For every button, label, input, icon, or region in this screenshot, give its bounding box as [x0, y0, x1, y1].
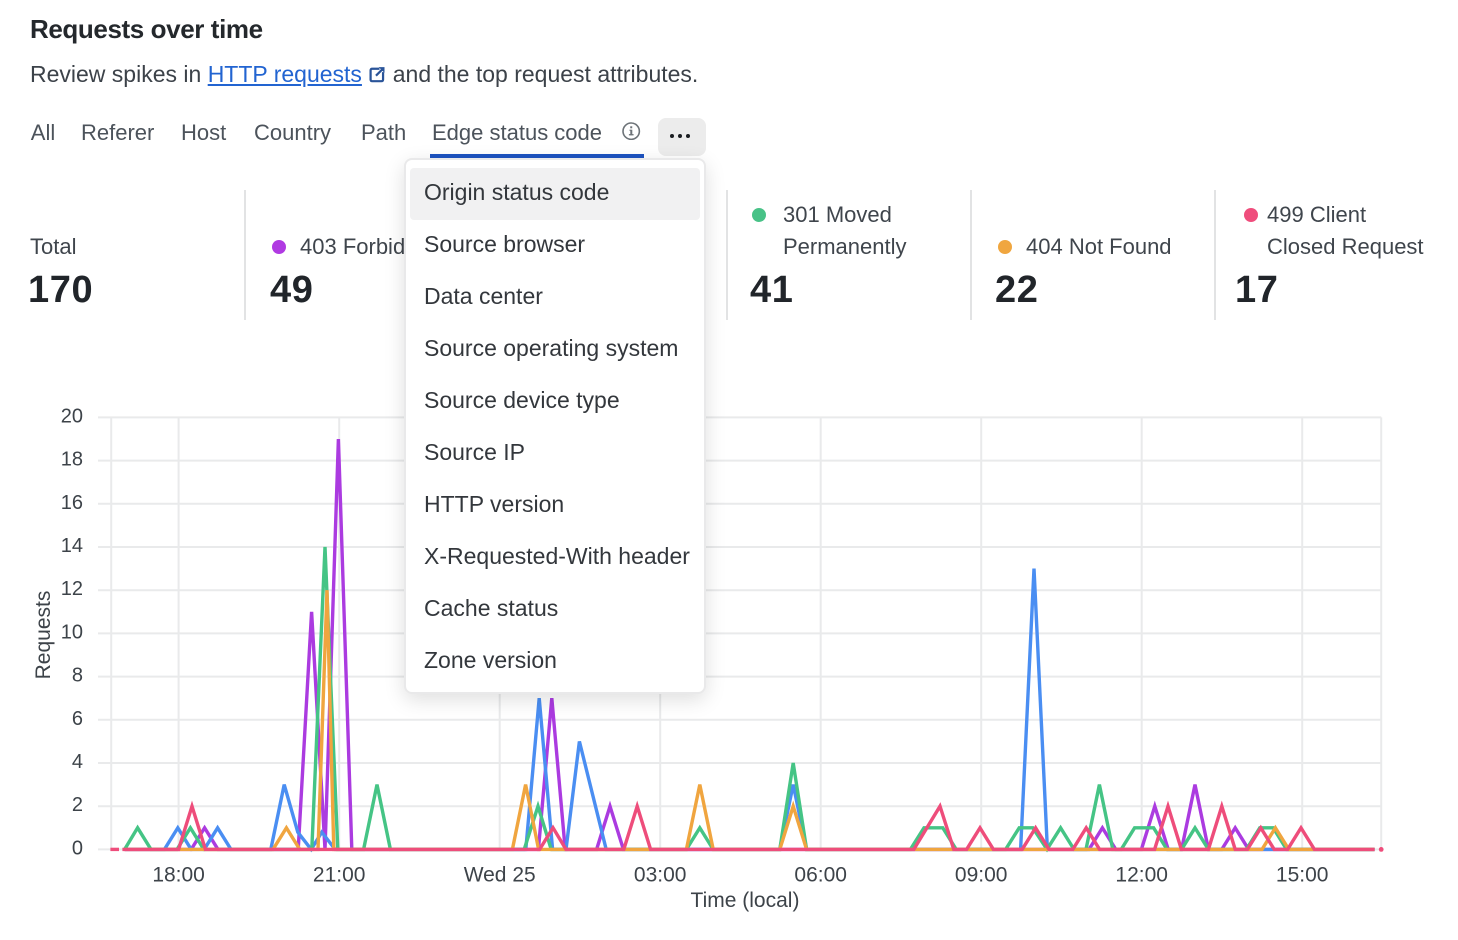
svg-text:12:00: 12:00	[1115, 863, 1168, 886]
svg-text:16: 16	[61, 492, 83, 514]
svg-text:03:00: 03:00	[634, 863, 687, 886]
svg-text:10: 10	[61, 621, 83, 643]
svg-text:Time (local): Time (local)	[691, 889, 800, 912]
svg-text:6: 6	[72, 708, 83, 730]
svg-text:0: 0	[72, 837, 83, 859]
svg-text:15:00: 15:00	[1276, 863, 1329, 886]
svg-text:8: 8	[72, 665, 83, 687]
svg-text:2: 2	[72, 794, 83, 816]
svg-text:12: 12	[61, 578, 83, 600]
svg-text:21:00: 21:00	[313, 863, 366, 886]
svg-text:18: 18	[61, 449, 83, 471]
svg-text:18:00: 18:00	[152, 863, 205, 886]
svg-text:Wed 25: Wed 25	[464, 863, 536, 886]
svg-text:4: 4	[72, 751, 83, 773]
svg-text:06:00: 06:00	[794, 863, 847, 886]
svg-text:14: 14	[61, 535, 83, 557]
svg-text:09:00: 09:00	[955, 863, 1008, 886]
svg-text:Requests: Requests	[32, 591, 55, 680]
svg-text:20: 20	[61, 405, 83, 427]
